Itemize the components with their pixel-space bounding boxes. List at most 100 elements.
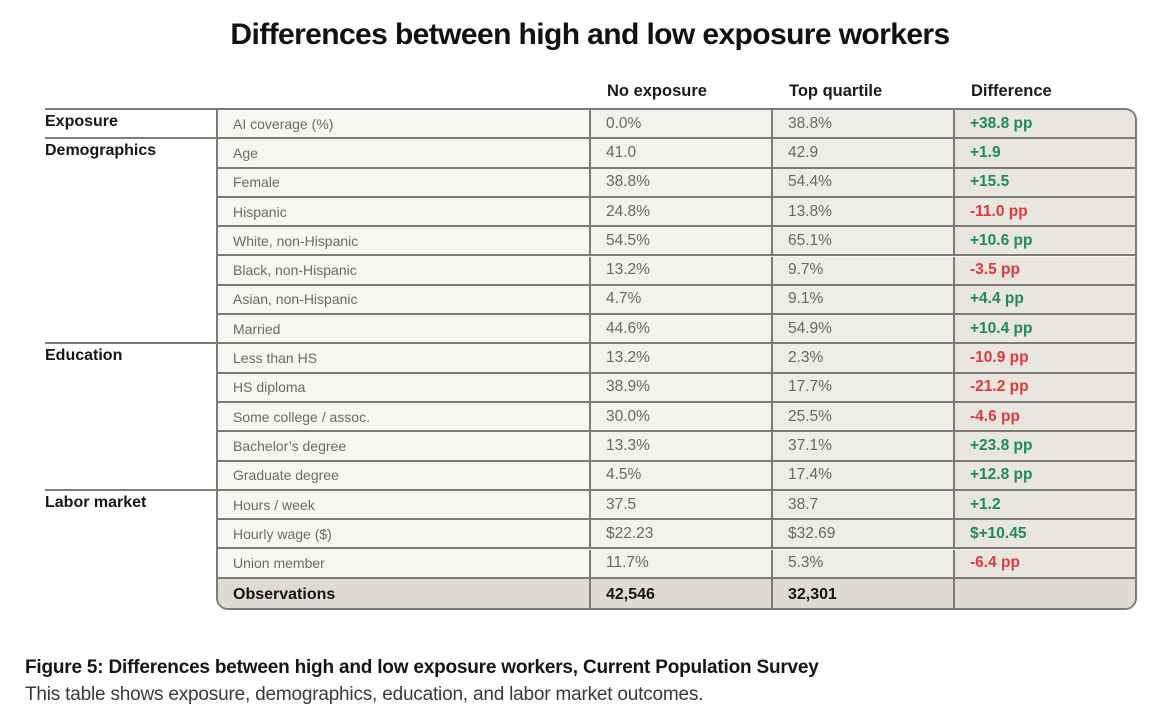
- cell-top-quartile: 17.4%: [773, 461, 955, 489]
- cell-difference: $+10.45: [955, 520, 1135, 548]
- cell-difference: +1.9: [955, 139, 1135, 167]
- observations-top-quartile: 32,301: [773, 578, 955, 608]
- table-row: AI coverage (%) 0.0% 38.8% +38.8 pp: [218, 110, 1135, 140]
- table-row: Less than HS 13.2% 2.3% -10.9 pp: [218, 344, 1135, 374]
- row-label: Less than HS: [218, 344, 591, 372]
- column-header-difference: Difference: [971, 82, 1052, 100]
- table-row: Black, non-Hispanic 13.2% 9.7% -3.5 pp: [218, 256, 1135, 286]
- cell-top-quartile: 38.7: [773, 490, 955, 519]
- cell-no-exposure: $22.23: [591, 520, 773, 548]
- cell-no-exposure: 13.2%: [591, 256, 773, 284]
- cell-top-quartile: 38.8%: [773, 110, 955, 138]
- category-divider: [45, 488, 218, 491]
- table-row: Female 38.8% 54.4% +15.5: [218, 168, 1135, 198]
- cell-difference: -6.4 pp: [955, 549, 1135, 577]
- cell-top-quartile: 54.4%: [773, 168, 955, 196]
- cell-difference: -10.9 pp: [955, 344, 1135, 372]
- row-label: Hourly wage ($): [218, 520, 591, 548]
- row-label: Asian, non-Hispanic: [218, 285, 591, 314]
- cell-no-exposure: 4.7%: [591, 285, 773, 314]
- cell-top-quartile: 13.8%: [773, 197, 955, 226]
- category-divider: [45, 137, 218, 140]
- table-row: White, non-Hispanic 54.5% 65.1% +10.6 pp: [218, 227, 1135, 257]
- table-row: Union member 11.7% 5.3% -6.4 pp: [218, 549, 1135, 579]
- cell-no-exposure: 24.8%: [591, 197, 773, 226]
- cell-top-quartile: 9.1%: [773, 285, 955, 314]
- cell-top-quartile: 42.9: [773, 139, 955, 167]
- observations-no-exposure: 42,546: [591, 578, 773, 608]
- cell-no-exposure: 13.2%: [591, 344, 773, 372]
- table-row: Age 41.0 42.9 +1.9: [218, 139, 1135, 169]
- category-label: Exposure: [45, 113, 118, 130]
- row-label: HS diploma: [218, 373, 591, 401]
- figure-caption-subtitle: This table shows exposure, demographics,…: [25, 684, 704, 705]
- table-row: Asian, non-Hispanic 4.7% 9.1% +4.4 pp: [218, 285, 1135, 316]
- row-label: Graduate degree: [218, 461, 591, 489]
- category-label: Demographics: [45, 142, 157, 160]
- column-header-top-quartile: Top quartile: [789, 82, 883, 100]
- table-row: Hours / week 37.5 38.7 +1.2: [218, 490, 1135, 521]
- observations-label: Observations: [218, 578, 591, 608]
- row-label: Black, non-Hispanic: [218, 256, 591, 284]
- category-divider: [45, 342, 218, 345]
- cell-no-exposure: 44.6%: [591, 315, 773, 343]
- table-row: HS diploma 38.9% 17.7% -21.2 pp: [218, 373, 1135, 403]
- cell-no-exposure: 4.5%: [591, 461, 773, 489]
- table-row: Hispanic 24.8% 13.8% -11.0 pp: [218, 197, 1135, 228]
- cell-no-exposure: 38.8%: [591, 168, 773, 196]
- cell-top-quartile: 65.1%: [773, 227, 955, 255]
- column-header-no-exposure: No exposure: [607, 82, 707, 100]
- cell-difference: +38.8 pp: [955, 110, 1135, 138]
- row-label: Some college / assoc.: [218, 403, 591, 431]
- cell-difference: -11.0 pp: [955, 197, 1135, 226]
- figure-caption-title: Figure 5: Differences between high and l…: [25, 657, 819, 678]
- cell-top-quartile: 17.7%: [773, 373, 955, 401]
- cell-no-exposure: 30.0%: [591, 403, 773, 431]
- category-divider: [45, 108, 218, 110]
- cell-difference: +10.6 pp: [955, 227, 1135, 255]
- cell-top-quartile: $32.69: [773, 520, 955, 548]
- data-table: AI coverage (%) 0.0% 38.8% +38.8 pp Age 41.0 4…: [216, 108, 1137, 610]
- category-label: Education: [45, 347, 123, 365]
- cell-no-exposure: 37.5: [591, 490, 773, 519]
- table-row: Bachelor’s degree 13.3% 37.1% +23.8 pp: [218, 432, 1135, 462]
- cell-top-quartile: 5.3%: [773, 549, 955, 577]
- observations-difference: [955, 578, 1135, 608]
- table-row: Some college / assoc. 30.0% 25.5% -4.6 pp: [218, 403, 1135, 433]
- cell-difference: +4.4 pp: [955, 285, 1135, 314]
- table-row: Married 44.6% 54.9% +10.4 pp: [218, 315, 1135, 345]
- cell-no-exposure: 41.0: [591, 139, 773, 167]
- cell-difference: +1.2: [955, 490, 1135, 519]
- category-label: Labor market: [45, 493, 147, 511]
- cell-difference: +23.8 pp: [955, 432, 1135, 460]
- table-title: Differences between high and low exposur…: [230, 18, 950, 51]
- cell-no-exposure: 38.9%: [591, 373, 773, 401]
- row-label: Married: [218, 315, 591, 343]
- cell-no-exposure: 13.3%: [591, 432, 773, 460]
- cell-top-quartile: 2.3%: [773, 344, 955, 372]
- cell-top-quartile: 25.5%: [773, 403, 955, 431]
- observations-row: Observations 42,546 32,301: [218, 578, 1135, 608]
- cell-difference: -4.6 pp: [955, 403, 1135, 431]
- row-label: Hispanic: [218, 197, 591, 226]
- row-label: AI coverage (%): [218, 110, 591, 138]
- cell-difference: +12.8 pp: [955, 461, 1135, 489]
- cell-no-exposure: 54.5%: [591, 227, 773, 255]
- cell-no-exposure: 0.0%: [591, 110, 773, 138]
- cell-top-quartile: 54.9%: [773, 315, 955, 343]
- cell-top-quartile: 9.7%: [773, 256, 955, 284]
- row-label: White, non-Hispanic: [218, 227, 591, 255]
- cell-no-exposure: 11.7%: [591, 549, 773, 577]
- table-row: Graduate degree 4.5% 17.4% +12.8 pp: [218, 461, 1135, 491]
- cell-difference: +10.4 pp: [955, 315, 1135, 343]
- row-label: Union member: [218, 549, 591, 577]
- cell-difference: -3.5 pp: [955, 256, 1135, 284]
- table-row: Hourly wage ($) $22.23 $32.69 $+10.45: [218, 520, 1135, 550]
- cell-difference: +15.5: [955, 168, 1135, 196]
- row-label: Age: [218, 139, 591, 167]
- row-label: Bachelor’s degree: [218, 432, 591, 460]
- row-label: Female: [218, 168, 591, 196]
- cell-difference: -21.2 pp: [955, 373, 1135, 401]
- cell-top-quartile: 37.1%: [773, 432, 955, 460]
- row-label: Hours / week: [218, 490, 591, 519]
